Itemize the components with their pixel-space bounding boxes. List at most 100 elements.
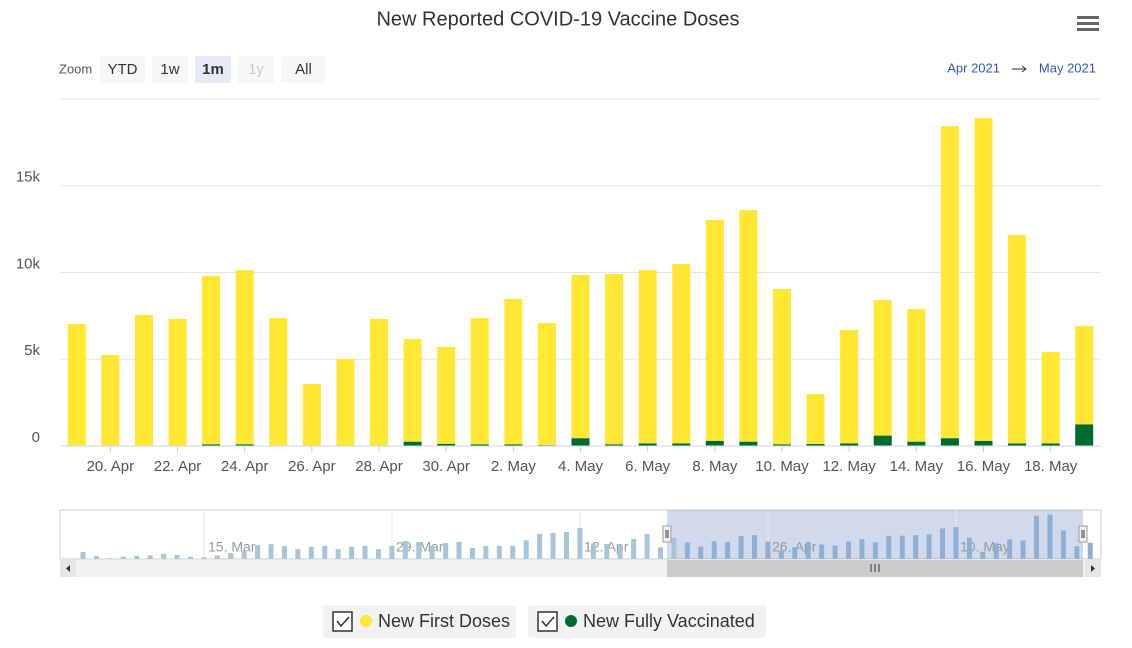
zoom-button-label[interactable]: All [295, 61, 312, 78]
navigator-handle[interactable] [1078, 525, 1088, 543]
navigator-bar [228, 553, 234, 559]
navigator-bar [792, 547, 798, 559]
navigator-bar [819, 544, 825, 559]
navigator-bar [899, 535, 905, 559]
bar [1008, 235, 1027, 444]
bar [907, 441, 926, 446]
bar [940, 126, 959, 439]
range-from[interactable]: Apr 2021 [947, 60, 1000, 75]
x-tick-label: 10. May [755, 458, 809, 475]
bar [101, 355, 120, 446]
x-tick-label: 14. May [890, 458, 944, 475]
x-tick-label: 28. Apr [355, 458, 403, 475]
bar [470, 317, 489, 445]
bar [168, 318, 187, 446]
navigator-bar [711, 541, 717, 559]
zoom-button[interactable] [281, 56, 326, 83]
bar [437, 346, 456, 444]
bar [470, 444, 489, 446]
zoom-button-label[interactable]: 1y [248, 61, 264, 78]
legend-item[interactable] [528, 605, 766, 638]
navigator-bar [496, 545, 502, 559]
navigator-bar [1074, 546, 1080, 559]
navigator-bar [846, 541, 852, 559]
navigator-bar [295, 549, 301, 559]
bar [1041, 443, 1060, 446]
zoom-button[interactable] [238, 56, 274, 83]
navigator-bar [1087, 542, 1093, 557]
navigator-bar [886, 557, 892, 559]
zoom-button[interactable] [100, 56, 145, 83]
range-arrow-head [1021, 65, 1027, 73]
legend-item[interactable] [323, 605, 516, 638]
navigator-bar [214, 555, 220, 559]
navigator-bar [752, 535, 757, 559]
navigator-bar [469, 547, 475, 559]
zoom-button[interactable] [152, 56, 188, 83]
legend-checkbox[interactable] [332, 611, 353, 632]
legend-label[interactable]: New Fully Vaccinated [583, 611, 755, 631]
navigator-handle-grip [1081, 530, 1085, 538]
legend-label[interactable]: New First Doses [378, 611, 510, 631]
navigator-bar [483, 545, 489, 559]
navigator-bar [684, 542, 690, 559]
zoom-button-label[interactable]: 1m [202, 61, 224, 78]
x-tick-label: 2. May [491, 458, 537, 475]
zoom-label: Zoom [59, 61, 92, 76]
zoom-button[interactable] [195, 56, 231, 83]
navigator-bar [308, 546, 314, 559]
navigator-bar [93, 555, 99, 559]
x-tick-label: 6. May [625, 458, 671, 475]
bar [235, 444, 254, 446]
x-tick-label: 26. Apr [288, 458, 336, 475]
navigator-handle[interactable] [662, 525, 672, 543]
navigator-bar [443, 543, 449, 559]
menu-bar [1077, 22, 1099, 25]
zoom-button-label[interactable]: 1w [160, 61, 179, 78]
bar [202, 275, 221, 445]
bar [504, 444, 523, 446]
navigator-bar [765, 541, 771, 559]
bar [638, 270, 657, 444]
navigator-bar [187, 556, 193, 559]
navigator-bar [1087, 556, 1093, 559]
navigator-bar [966, 537, 972, 559]
navigator-bar [832, 545, 838, 559]
bar [235, 270, 254, 445]
legend-checkbox[interactable] [537, 611, 558, 632]
navigator-bar [805, 541, 811, 559]
navigator-bar [604, 543, 610, 559]
bar [873, 300, 892, 436]
navigator-bar [738, 535, 744, 559]
navigator-bar [1020, 558, 1026, 559]
scrollbar-grip [870, 564, 880, 572]
y-tick-label: 0 [32, 429, 40, 446]
bar [806, 443, 825, 446]
navigator-bar [953, 558, 959, 559]
navigator-bar [134, 555, 140, 559]
legend-symbol [565, 615, 577, 627]
navigator-bar [456, 541, 462, 559]
bar [705, 440, 724, 446]
menu-bar [1077, 16, 1099, 19]
navigator-bar [174, 555, 180, 559]
navigator-bar [161, 553, 167, 559]
range-to[interactable]: May 2021 [1039, 60, 1096, 75]
x-tick-label: 24. Apr [221, 458, 269, 475]
navigator-bar [644, 534, 650, 559]
bar [202, 444, 221, 446]
navigator-bar [657, 547, 663, 559]
navigator-bar [671, 537, 677, 559]
navigator-bar [993, 543, 999, 559]
zoom-button-label[interactable]: YTD [108, 61, 138, 78]
bar [1075, 325, 1094, 425]
bar [840, 329, 859, 444]
chart-title: New Reported COVID-19 Vaccine Doses [376, 8, 739, 30]
bar [772, 444, 791, 446]
navigator-bar [819, 558, 825, 559]
navigator-bar [241, 550, 247, 559]
menu-icon[interactable] [1077, 16, 1099, 31]
navigator-bar [940, 528, 946, 559]
x-tick-label: 18. May [1024, 458, 1078, 475]
navigator-bar [778, 550, 784, 559]
